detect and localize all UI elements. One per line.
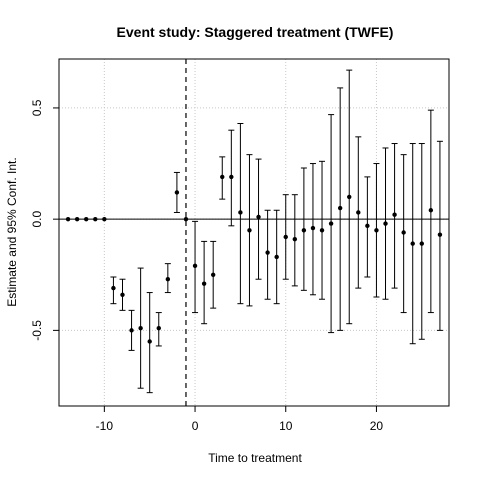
y-axis: -0.5 0.0 0.5	[30, 99, 59, 341]
confidence-intervals	[110, 69, 443, 394]
estimate-point	[392, 212, 397, 217]
y-tick-label: 0.0	[30, 210, 44, 227]
estimate-point	[274, 254, 279, 260]
estimate-point	[93, 216, 98, 222]
estimate-point	[165, 277, 171, 282]
estimate-point	[328, 221, 334, 226]
estimate-point	[201, 281, 207, 286]
estimate-point	[120, 292, 125, 297]
reference-lines	[59, 59, 449, 406]
estimate-point	[256, 214, 261, 220]
estimate-point	[374, 228, 379, 233]
estimate-point	[156, 325, 161, 331]
estimate-point	[147, 339, 152, 344]
estimate-point	[347, 194, 352, 200]
x-tick-label: -10	[96, 419, 114, 433]
estimate-point	[428, 208, 434, 213]
y-axis-label: Estimate and 95% Conf. Int.	[5, 157, 19, 306]
y-tick-label: -0.5	[30, 320, 44, 341]
estimate-point	[138, 325, 143, 331]
estimate-point	[174, 190, 180, 195]
estimate-point	[365, 223, 370, 229]
estimate-point	[183, 216, 189, 222]
x-tick-label: 20	[370, 419, 384, 433]
estimate-point	[192, 263, 198, 269]
estimate-point	[283, 234, 288, 240]
estimate-point	[247, 228, 252, 233]
estimate-point	[292, 236, 298, 242]
x-axis: -10 0 10 20	[96, 406, 384, 433]
x-tick-label: 10	[279, 419, 293, 433]
estimate-point	[102, 216, 107, 222]
grid	[59, 59, 449, 406]
estimate-point	[265, 250, 270, 255]
estimate-point	[74, 216, 80, 222]
estimate-point	[401, 230, 406, 235]
estimate-point	[229, 174, 234, 180]
estimate-point	[437, 232, 443, 237]
estimate-point	[419, 241, 424, 246]
estimate-point	[111, 285, 116, 291]
estimate-point	[319, 228, 325, 233]
estimate-point	[129, 328, 134, 333]
estimate-point	[337, 205, 343, 211]
estimate-point	[210, 272, 216, 277]
plot-frame	[58, 58, 450, 407]
estimate-point	[238, 210, 243, 215]
x-tick-label: 0	[192, 419, 199, 433]
chart-title: Event study: Staggered treatment (TWFE)	[117, 24, 394, 40]
estimate-point	[65, 216, 71, 222]
y-tick-label: 0.5	[30, 99, 44, 116]
estimate-point	[410, 241, 415, 246]
estimate-point	[383, 221, 388, 226]
x-axis-label: Time to treatment	[208, 451, 302, 465]
estimate-point	[356, 210, 361, 215]
estimate-points	[65, 174, 443, 344]
estimate-point	[310, 225, 316, 231]
estimate-point	[84, 216, 89, 222]
estimate-point	[301, 228, 307, 233]
estimate-point	[220, 174, 225, 180]
